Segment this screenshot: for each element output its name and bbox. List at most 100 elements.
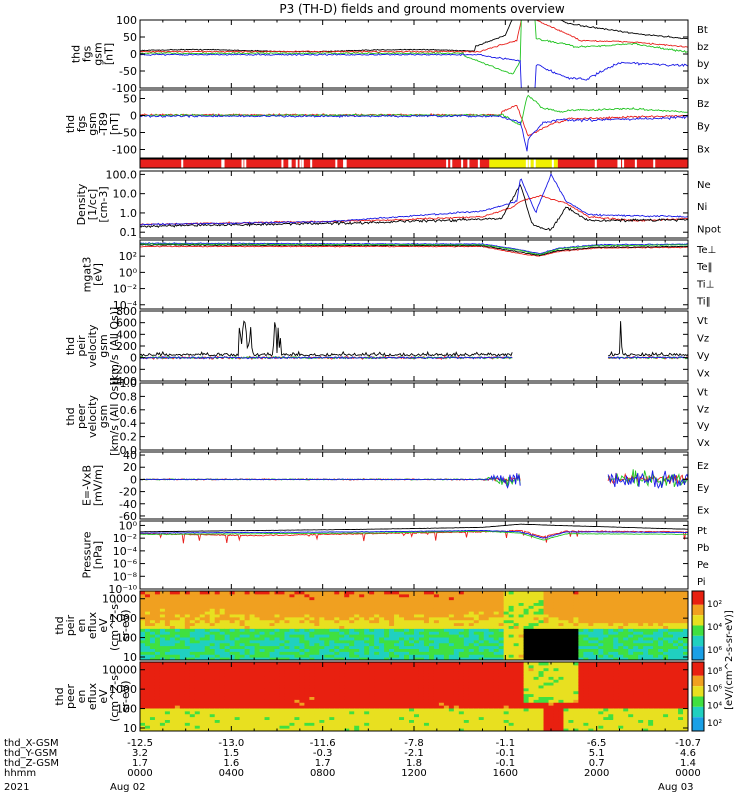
- heat-cell: [149, 608, 156, 612]
- heat-cell: [533, 599, 540, 603]
- heat-cell: [463, 631, 470, 635]
- heat-cell: [384, 685, 390, 689]
- heat-cell: [279, 670, 285, 674]
- heat-cell: [219, 676, 226, 680]
- heat-cell: [339, 673, 345, 677]
- heat-cell: [543, 654, 550, 658]
- heat-cell: [458, 705, 465, 709]
- heat-cell: [159, 634, 166, 638]
- heat-cell: [608, 614, 614, 618]
- heat-cell: [334, 719, 340, 723]
- heat-cell: [389, 667, 395, 672]
- heat-cell: [379, 619, 385, 624]
- heat-cell: [389, 725, 395, 729]
- heat-cell: [284, 716, 290, 720]
- heat-cell: [438, 619, 445, 624]
- heat-cell: [598, 602, 604, 606]
- heat-cell: [339, 725, 345, 729]
- heat-cell: [249, 596, 256, 601]
- heat-cell: [274, 687, 280, 692]
- heat-cell: [244, 622, 251, 626]
- heat-cell: [304, 710, 310, 715]
- heat-cell: [638, 651, 644, 655]
- heat-cell: [269, 599, 276, 603]
- heat-cell: [239, 622, 246, 626]
- heat-cell: [144, 687, 151, 692]
- heat-cell: [169, 593, 176, 598]
- heat-cell: [453, 593, 460, 598]
- heat-cell: [369, 648, 375, 652]
- heat-cell: [304, 602, 310, 606]
- heat-cell: [533, 611, 540, 615]
- heat-cell: [264, 593, 271, 598]
- heat-cell: [638, 593, 644, 598]
- heat-cell: [603, 657, 609, 661]
- heat-cell: [374, 599, 380, 603]
- heat-cell: [563, 625, 569, 629]
- heat-cell: [354, 599, 360, 603]
- heat-cell: [249, 602, 256, 606]
- heat-cell: [214, 645, 221, 649]
- heat-cell: [384, 722, 390, 726]
- heat-cell: [314, 722, 320, 726]
- heat-cell: [224, 608, 231, 612]
- heat-cell: [299, 637, 305, 641]
- heat-cell: [309, 605, 315, 609]
- heat-cell: [189, 705, 196, 709]
- heat-cell: [404, 725, 410, 729]
- heat-cell: [443, 642, 450, 647]
- panels: Btbzbybx-100-50050100thdfgsgsm[nT]BzByBx…: [53, 14, 722, 735]
- heat-cell: [199, 628, 206, 632]
- heat-cell: [379, 602, 385, 606]
- heat-cell: [299, 634, 305, 638]
- heat-cell: [284, 705, 290, 709]
- heat-cell: [164, 673, 171, 677]
- heat-cell: [324, 710, 330, 715]
- heat-cell: [359, 654, 365, 658]
- heat-cell: [219, 679, 226, 683]
- heat-cell: [543, 596, 550, 601]
- heat-cell: [239, 679, 246, 683]
- heat-cell: [314, 682, 320, 686]
- heat-cell: [418, 670, 425, 674]
- heat-cell: [184, 708, 191, 712]
- ytick-label: 100.0: [106, 168, 138, 181]
- heat-cell: [354, 673, 360, 677]
- heat-cell: [344, 699, 350, 703]
- heat-cell: [254, 696, 261, 700]
- heat-cell: [448, 662, 455, 666]
- heat-cell: [394, 605, 400, 609]
- heat-cell: [438, 616, 445, 621]
- heat-cell: [394, 676, 400, 680]
- mode-gap-22: [525, 159, 528, 168]
- heat-cell: [558, 642, 564, 647]
- heat-cell: [653, 611, 659, 615]
- heat-cell: [264, 616, 271, 621]
- heat-cell: [638, 591, 644, 595]
- heat-cell: [274, 670, 280, 674]
- heat-cell: [374, 608, 380, 612]
- heat-cell: [314, 699, 320, 703]
- heat-cell: [164, 725, 171, 729]
- heat-cell: [234, 651, 241, 655]
- heat-cell: [438, 654, 445, 658]
- heat-cell: [274, 710, 280, 715]
- heat-cell: [503, 619, 510, 624]
- heat-cell: [204, 673, 211, 677]
- heat-cell: [174, 687, 181, 692]
- heat-cell: [543, 651, 550, 655]
- heat-cell: [299, 676, 305, 680]
- heat-cell: [423, 690, 430, 695]
- heat-cell: [294, 628, 300, 632]
- heat-cell: [189, 728, 196, 732]
- heat-cell: [274, 608, 280, 612]
- heat-cell: [289, 728, 295, 732]
- heat-cell: [404, 702, 410, 706]
- heat-cell: [249, 648, 256, 652]
- heat-cell: [214, 605, 221, 609]
- heat-cell: [528, 625, 535, 629]
- heat-cell: [154, 676, 161, 680]
- heat-cell: [169, 605, 176, 609]
- colorbar-frame: [691, 590, 705, 661]
